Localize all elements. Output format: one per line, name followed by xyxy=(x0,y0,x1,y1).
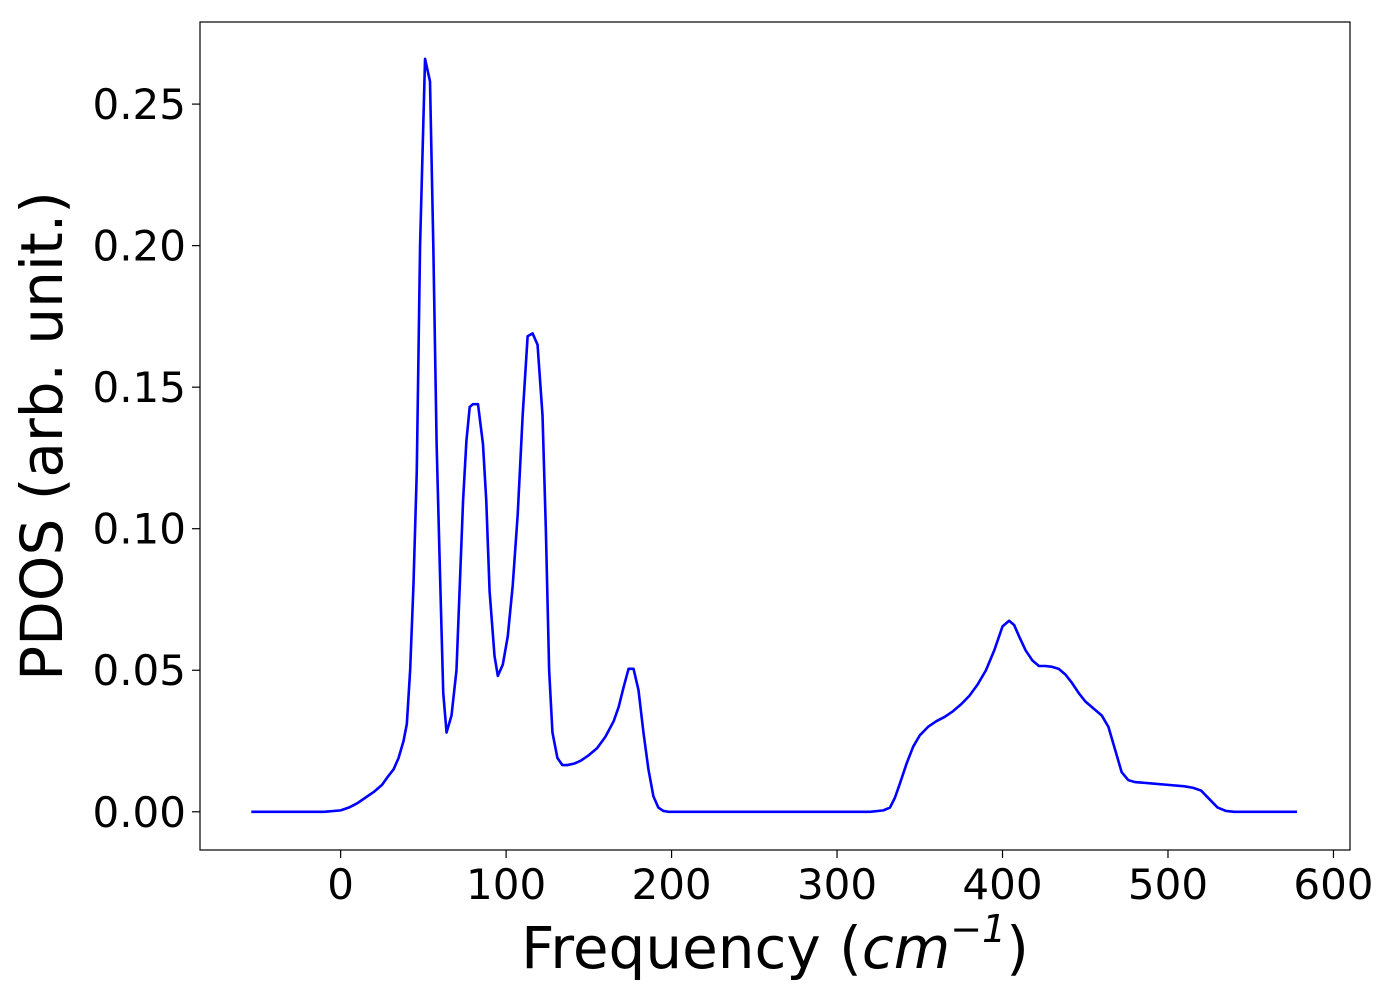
x-axis-title-unit: cm xyxy=(862,914,950,982)
x-axis-title-exponent: −1 xyxy=(950,907,1006,951)
plot-background xyxy=(200,22,1350,850)
y-tick-label: 0.25 xyxy=(92,80,186,129)
x-axis-title: Frequency (cm−1) xyxy=(521,907,1029,982)
x-tick-label: 200 xyxy=(631,860,711,909)
x-tick-label: 300 xyxy=(797,860,877,909)
y-axis-title: PDOS (arb. unit.) xyxy=(8,191,76,681)
x-tick-label: 600 xyxy=(1293,860,1373,909)
pdos-series-line xyxy=(251,57,1298,814)
x-tick-label: 400 xyxy=(962,860,1042,909)
x-tick-label: 0 xyxy=(327,860,354,909)
x-axis-ticks: 0 100 200 300 400 500 600 xyxy=(327,850,1374,909)
series-layer xyxy=(251,57,1298,814)
y-tick-label: 0.05 xyxy=(92,646,186,695)
x-axis-title-suffix: ) xyxy=(1006,914,1029,982)
x-tick-label: 500 xyxy=(1128,860,1208,909)
y-tick-label: 0.00 xyxy=(92,788,186,837)
x-tick-label: 100 xyxy=(466,860,546,909)
x-axis-title-prefix: Frequency ( xyxy=(521,914,862,982)
y-tick-label: 0.10 xyxy=(92,505,186,554)
y-tick-label: 0.20 xyxy=(92,222,186,271)
plot-frame xyxy=(199,21,1351,851)
y-tick-label: 0.15 xyxy=(92,363,186,412)
y-axis-ticks: 0.00 0.05 0.10 0.15 0.20 0.25 xyxy=(92,80,200,837)
